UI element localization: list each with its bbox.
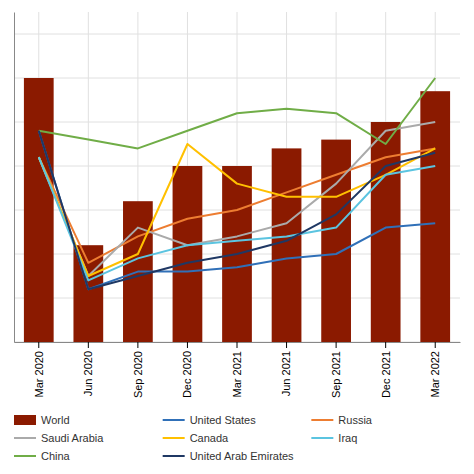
bar xyxy=(272,148,302,342)
x-tick-label: Jun 2021 xyxy=(280,351,292,396)
legend-item: Russia xyxy=(311,414,373,426)
bar xyxy=(73,245,103,342)
x-tick: Mar 2021 xyxy=(231,342,243,397)
line xyxy=(39,122,435,276)
line xyxy=(39,131,435,289)
x-tick-label: Mar 2022 xyxy=(429,351,441,397)
legend-item: United States xyxy=(163,414,257,426)
x-tick: Sep 2020 xyxy=(132,342,144,398)
x-tick-label: Sep 2021 xyxy=(330,351,342,398)
bar-series xyxy=(24,78,450,342)
x-tick-label: Mar 2021 xyxy=(231,351,243,397)
bar xyxy=(420,91,450,342)
bar xyxy=(173,166,203,342)
x-tick-mark xyxy=(187,342,188,348)
plot: Mar 2020 Jun 2020 Sep 2020 Dec 2020 Mar 2021… xyxy=(14,12,461,474)
legend-swatch xyxy=(311,419,333,421)
x-tick: Dec 2020 xyxy=(181,342,193,398)
legend-label: World xyxy=(41,414,70,426)
y-axis-line xyxy=(14,13,15,343)
legend-label: United States xyxy=(190,414,257,426)
legend-swatch xyxy=(163,455,185,457)
legend-label: Saudi Arabia xyxy=(41,432,104,444)
legend-item: Iraq xyxy=(311,432,357,444)
x-axis: Mar 2020 Jun 2020 Sep 2020 Dec 2020 Mar 2021… xyxy=(15,342,461,398)
line xyxy=(39,78,435,148)
legend-swatch xyxy=(311,437,333,439)
x-tick-label: Mar 2020 xyxy=(33,351,45,397)
x-tick: Jun 2020 xyxy=(82,342,94,396)
x-tick-mark xyxy=(137,342,138,348)
x-tick-label: Jun 2020 xyxy=(82,351,94,396)
legend-item: World xyxy=(14,414,70,426)
x-tick-label: Dec 2020 xyxy=(181,351,193,398)
marks xyxy=(24,78,450,342)
legend-item: United Arab Emirates xyxy=(163,450,294,462)
x-tick-mark xyxy=(38,342,39,348)
line xyxy=(39,144,435,276)
legend-item: Saudi Arabia xyxy=(14,432,104,444)
bar xyxy=(321,140,351,342)
legend-item: China xyxy=(14,450,71,462)
legend-swatch xyxy=(163,437,185,439)
x-tick: Dec 2021 xyxy=(380,342,392,398)
legend-item: Canada xyxy=(163,432,229,444)
line xyxy=(39,148,435,262)
x-tick-mark xyxy=(336,342,337,348)
x-tick-label: Sep 2020 xyxy=(132,351,144,398)
x-tick-label: Dec 2021 xyxy=(380,351,392,398)
x-tick: Mar 2022 xyxy=(429,342,441,397)
x-tick-mark xyxy=(435,342,436,348)
legend-label: United Arab Emirates xyxy=(190,450,294,462)
x-tick-mark xyxy=(385,342,386,348)
legend-label: Russia xyxy=(338,414,373,426)
y-axis xyxy=(14,13,16,343)
legend-label: China xyxy=(41,450,71,462)
x-tick: Mar 2020 xyxy=(33,342,45,397)
legend: World United States Russia Saudi Arabia Cana… xyxy=(14,414,373,462)
legend-swatch xyxy=(163,419,185,421)
legend-swatch xyxy=(14,415,36,425)
chart: Mar 2020 Jun 2020 Sep 2020 Dec 2020 Mar 2021… xyxy=(0,0,474,474)
x-tick: Jun 2021 xyxy=(280,342,292,396)
legend-swatch xyxy=(14,455,36,457)
legend-label: Iraq xyxy=(338,432,357,444)
legend-label: Canada xyxy=(190,432,229,444)
x-tick-mark xyxy=(88,342,89,348)
x-tick-mark xyxy=(286,342,287,348)
legend-swatch xyxy=(14,437,36,439)
x-tick: Sep 2021 xyxy=(330,342,342,398)
x-tick-mark xyxy=(237,342,238,348)
bar xyxy=(24,78,54,342)
